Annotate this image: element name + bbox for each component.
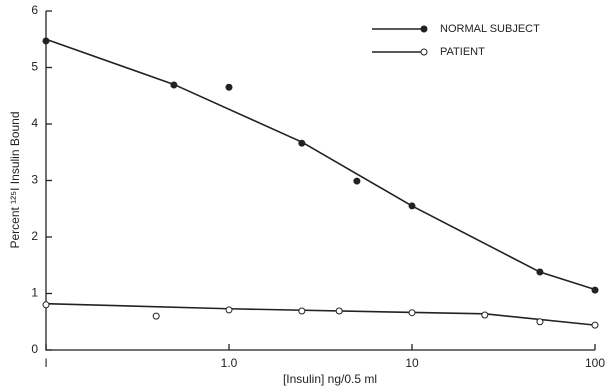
x-tick-label: 1.0 bbox=[221, 356, 238, 370]
data-point bbox=[591, 321, 599, 329]
fit-line bbox=[45, 38, 596, 291]
data-point bbox=[408, 202, 416, 210]
x-tick-label: 100 bbox=[585, 356, 605, 370]
y-tick-label: 6 bbox=[31, 3, 38, 17]
y-tick-label: 3 bbox=[31, 173, 38, 187]
data-point bbox=[42, 37, 50, 45]
data-point bbox=[42, 301, 50, 309]
data-point bbox=[408, 309, 416, 317]
x-tick-label: I bbox=[44, 356, 47, 370]
x-axis-label: [Insulin] ng/0.5 ml bbox=[283, 372, 377, 386]
data-point bbox=[536, 268, 544, 276]
data-point bbox=[225, 83, 233, 91]
y-tick-label: 5 bbox=[31, 60, 38, 74]
fit-line bbox=[45, 302, 596, 326]
data-point bbox=[536, 318, 544, 326]
data-point bbox=[335, 307, 343, 315]
data-point bbox=[353, 177, 361, 185]
legend-label: NORMAL SUBJECT bbox=[440, 23, 540, 35]
legend-marker bbox=[420, 25, 428, 33]
y-tick-label: 2 bbox=[31, 229, 38, 243]
y-axis-label: Percent ¹²⁵I Insulin Bound bbox=[8, 111, 22, 248]
data-point bbox=[298, 139, 306, 147]
data-point bbox=[481, 311, 489, 319]
axes bbox=[45, 11, 595, 351]
legend-marker bbox=[420, 48, 428, 56]
data-point bbox=[298, 307, 306, 315]
y-tick-label: 1 bbox=[31, 286, 38, 300]
y-tick-label: 4 bbox=[31, 116, 38, 130]
data-point bbox=[152, 312, 160, 320]
y-tick-label: 0 bbox=[31, 342, 38, 356]
data-point bbox=[225, 306, 233, 314]
data-point bbox=[591, 286, 599, 294]
legend-label: PATIENT bbox=[440, 46, 485, 58]
x-tick-label: 10 bbox=[405, 356, 419, 370]
data-point bbox=[170, 81, 178, 89]
